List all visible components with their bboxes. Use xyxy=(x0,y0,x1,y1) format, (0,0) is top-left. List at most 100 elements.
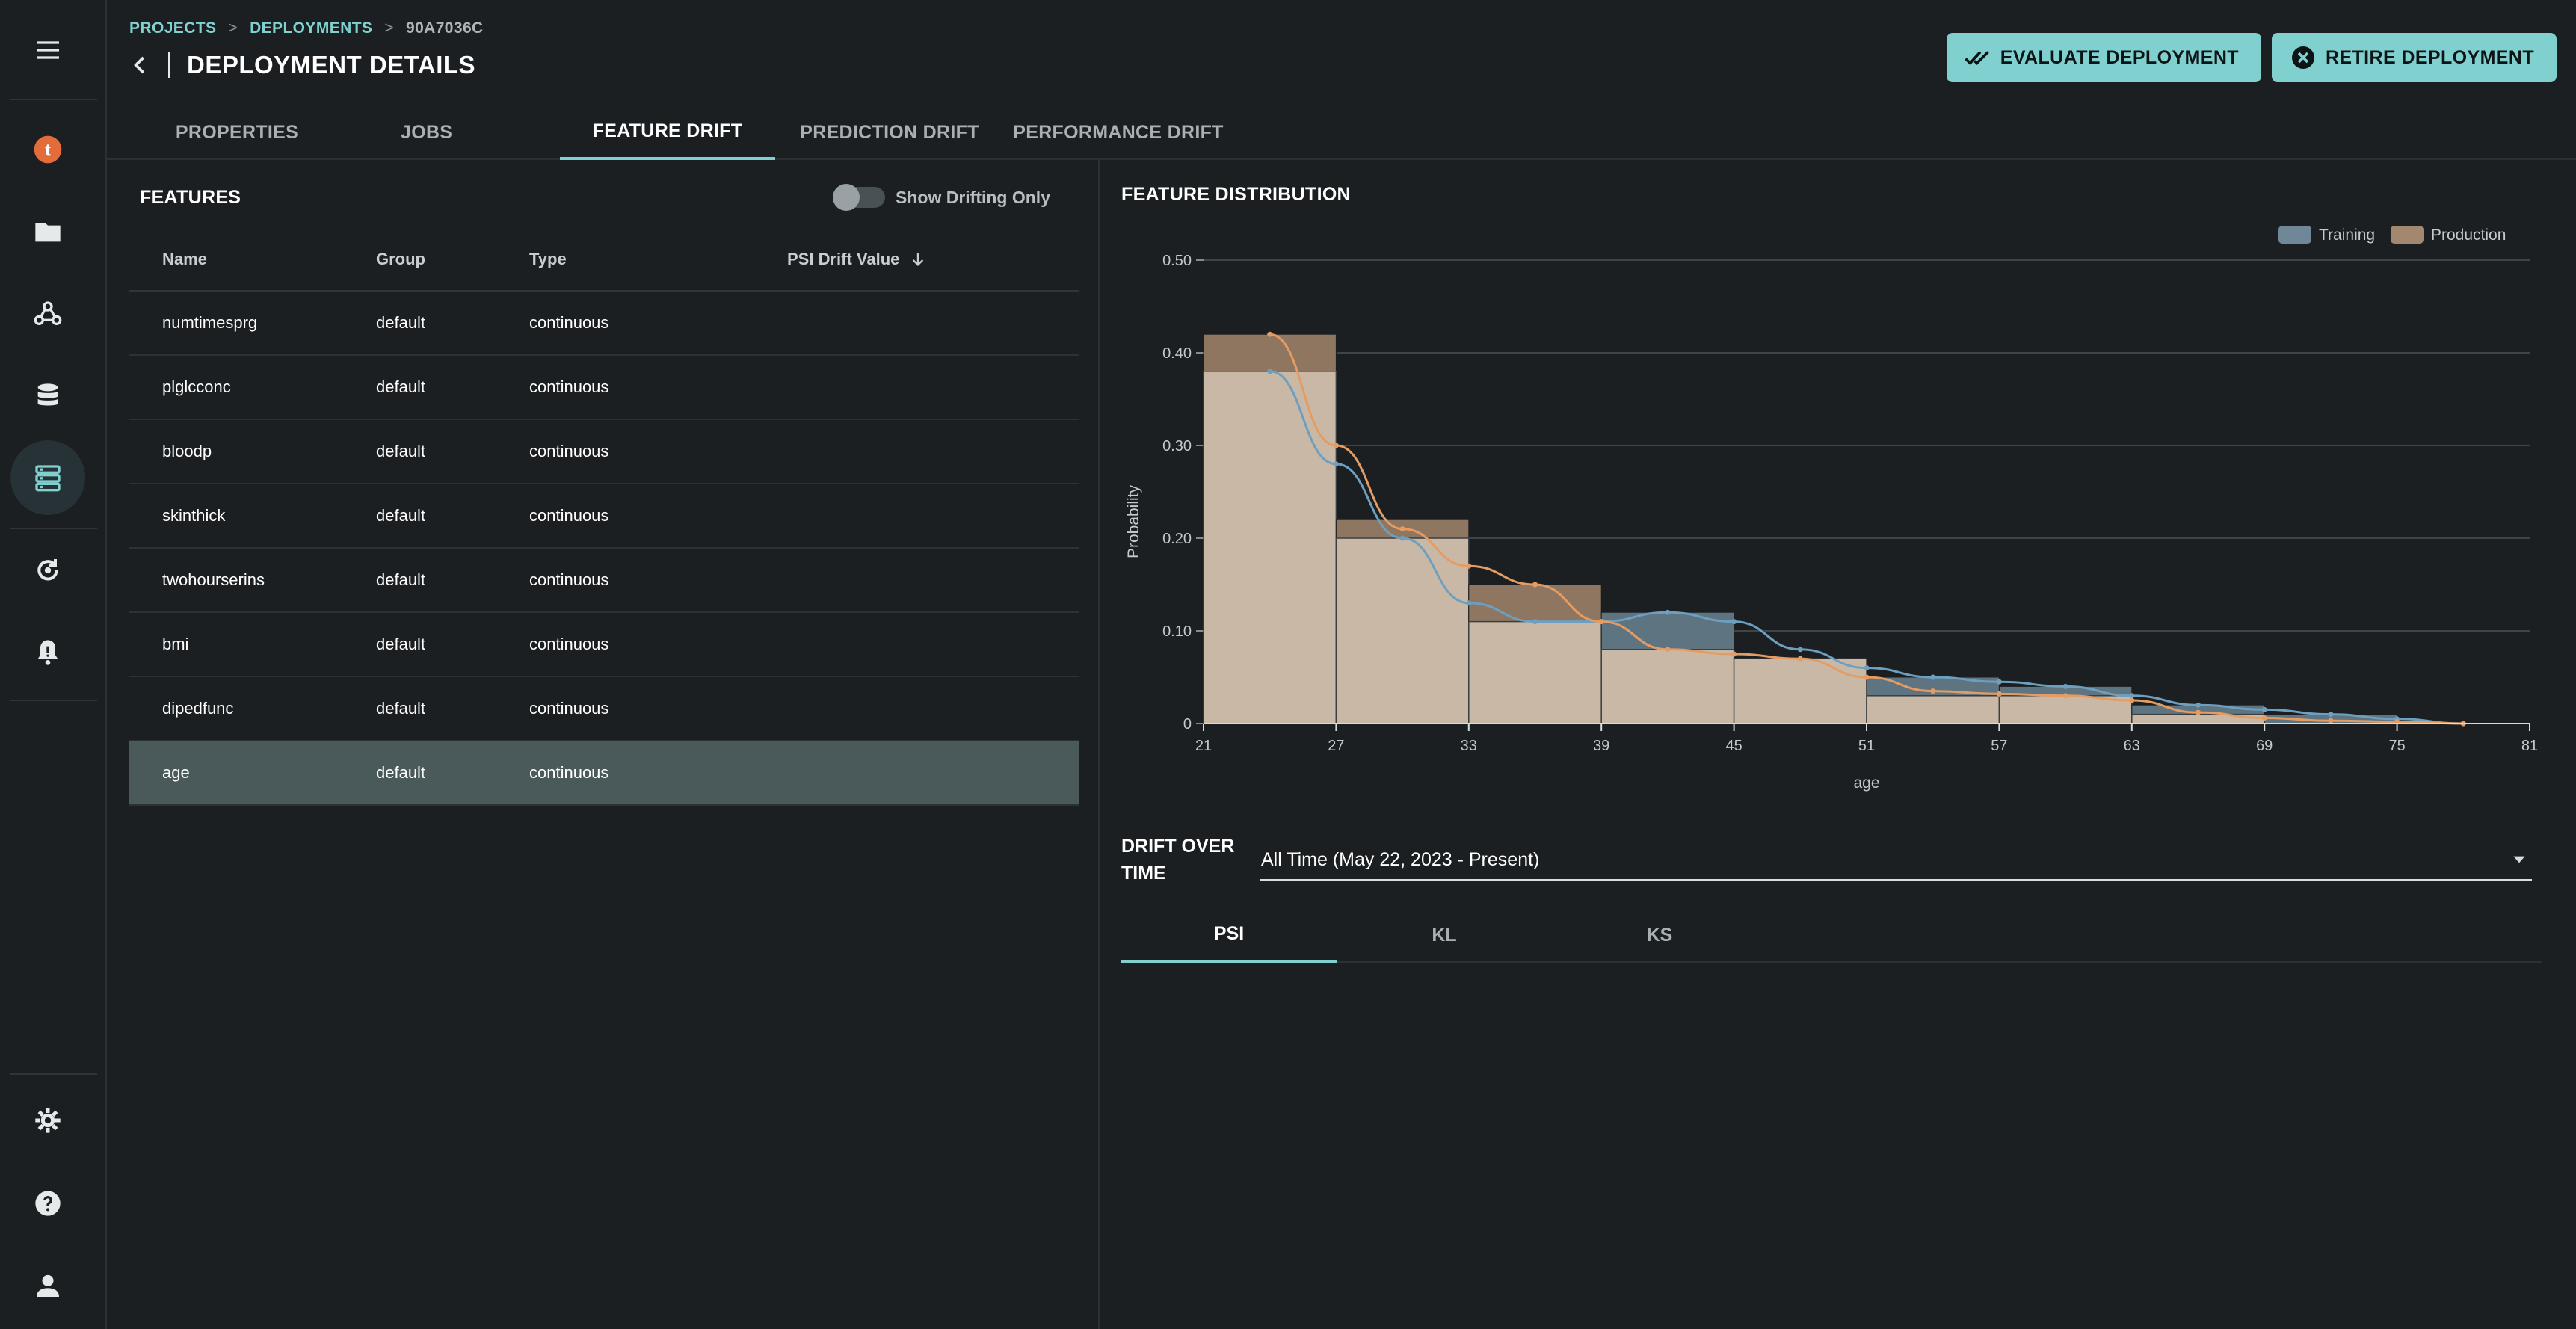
training-density-point xyxy=(1996,679,2002,685)
production-bar xyxy=(1203,333,1337,372)
table-row[interactable]: dipedfunc default continuous xyxy=(129,677,1079,741)
toggle-knob[interactable] xyxy=(833,184,860,211)
cell-type: continuous xyxy=(529,442,609,460)
x-tick-label: 27 xyxy=(1328,738,1344,754)
column-header-type[interactable]: Type xyxy=(529,250,567,268)
production-density-point xyxy=(1267,331,1273,337)
psi-header-label: PSI Drift Value xyxy=(787,250,900,268)
table-row[interactable]: skinthick default continuous xyxy=(129,484,1079,549)
close-circle-icon xyxy=(2291,46,2314,69)
y-tick-label: 0.50 xyxy=(1162,253,1192,269)
retire-deployment-button[interactable]: RETIRE DEPLOYMENT xyxy=(2271,33,2557,82)
column-header-psi[interactable]: PSI Drift Value xyxy=(787,250,1079,269)
column-header-group[interactable]: Group xyxy=(376,250,425,268)
refresh-cycle-icon[interactable] xyxy=(20,543,76,598)
time-range-select[interactable]: All Time (May 22, 2023 - Present) xyxy=(1260,840,2532,881)
cell-type: continuous xyxy=(529,763,609,782)
cell-type: continuous xyxy=(529,699,609,718)
table-header: Name Group Type PSI Drift Value xyxy=(129,229,1079,292)
training-density-point xyxy=(1466,600,1472,606)
overlap-bar xyxy=(1600,649,1735,724)
cell-type: continuous xyxy=(529,506,609,525)
double-check-icon xyxy=(1964,51,1989,66)
tab-performance-drift[interactable]: PERFORMANCE DRIFT xyxy=(1013,121,1224,143)
header-actions: EVALUATE DEPLOYMENT RETIRE DEPLOYMENT xyxy=(1946,33,2557,82)
server-stack-icon[interactable] xyxy=(10,440,85,515)
production-density-point xyxy=(2328,718,2334,724)
user-icon[interactable] xyxy=(20,1258,76,1313)
evaluate-deployment-label: EVALUATE DEPLOYMENT xyxy=(2000,46,2239,68)
production-density-point xyxy=(1532,582,1538,588)
training-density-point xyxy=(1665,609,1671,615)
legend-label-training: Training xyxy=(2319,226,2375,244)
alert-bell-icon[interactable] xyxy=(20,625,76,680)
production-density-point xyxy=(1864,674,1870,680)
table-row[interactable]: bmi default continuous xyxy=(129,613,1079,677)
x-tick-label: 39 xyxy=(1593,738,1609,754)
training-density-point xyxy=(1267,369,1273,374)
breadcrumb-deployments[interactable]: DEPLOYMENTS xyxy=(250,19,373,37)
menu-icon[interactable] xyxy=(20,22,76,78)
table-row[interactable]: bloodp default continuous xyxy=(129,420,1079,484)
table-row[interactable]: twohourserins default continuous xyxy=(129,549,1079,613)
database-icon[interactable] xyxy=(20,369,76,424)
y-tick-label: 0.30 xyxy=(1162,438,1192,454)
back-arrow-icon[interactable] xyxy=(129,54,152,76)
column-header-name[interactable]: Name xyxy=(162,250,207,268)
help-icon[interactable] xyxy=(20,1176,76,1231)
cell-name: age xyxy=(162,763,190,782)
page-title-row: DEPLOYMENT DETAILS xyxy=(129,51,475,79)
page-title: DEPLOYMENT DETAILS xyxy=(187,51,476,78)
rail-divider xyxy=(10,528,97,529)
y-tick-label: 0.40 xyxy=(1162,345,1192,362)
gear-icon[interactable] xyxy=(20,1093,76,1148)
tab-prediction-drift[interactable]: PREDICTION DRIFT xyxy=(800,121,979,143)
training-density-point xyxy=(1731,619,1737,625)
cell-name: bmi xyxy=(162,635,189,653)
detail-tabs: PROPERTIES JOBS FEATURE DRIFT PREDICTION… xyxy=(129,105,1233,160)
production-density-point xyxy=(1930,688,1936,694)
cell-group: default xyxy=(376,442,426,460)
sort-arrow-down-icon[interactable] xyxy=(910,251,926,268)
x-tick-label: 57 xyxy=(1991,738,2007,754)
tenant-logo-letter: t xyxy=(45,140,51,159)
cell-group: default xyxy=(376,699,426,718)
tab-ks[interactable]: KS xyxy=(1646,924,1673,946)
folder-icon[interactable] xyxy=(20,204,76,259)
table-row[interactable]: plglcconc default continuous xyxy=(129,356,1079,420)
cell-name: numtimesprg xyxy=(162,313,258,332)
training-density-point xyxy=(2196,702,2201,708)
toggle-track[interactable] xyxy=(833,184,885,211)
features-table: Name Group Type PSI Drift Value numtimes… xyxy=(129,229,1079,806)
table-row[interactable]: numtimesprg default continuous xyxy=(129,292,1079,356)
chevron-down-icon[interactable] xyxy=(2509,850,2529,869)
breadcrumb-projects[interactable]: PROJECTS xyxy=(129,19,217,37)
features-panel: FEATURES Show Drifting Only Name Group T… xyxy=(107,160,1100,1329)
rail-divider xyxy=(10,700,97,701)
breadcrumb-separator: > xyxy=(384,19,394,37)
tab-properties[interactable]: PROPERTIES xyxy=(175,121,299,143)
evaluate-deployment-button[interactable]: EVALUATE DEPLOYMENT xyxy=(1946,33,2261,82)
tab-kl[interactable]: KL xyxy=(1432,924,1457,946)
cell-name: twohourserins xyxy=(162,570,265,589)
drift-metric-tabs: PSI KL KS xyxy=(1121,907,2542,963)
webhook-icon[interactable] xyxy=(20,286,76,342)
production-density-point xyxy=(1466,563,1472,569)
cell-name: plglcconc xyxy=(162,377,231,396)
x-tick-label: 51 xyxy=(1858,738,1875,754)
cell-group: default xyxy=(376,763,426,782)
production-density-point xyxy=(2261,715,2267,721)
tab-psi[interactable]: PSI xyxy=(1121,907,1337,963)
training-density-point xyxy=(2129,693,2135,699)
tab-feature-drift[interactable]: FEATURE DRIFT xyxy=(560,105,775,160)
table-row-selected[interactable]: age default continuous xyxy=(129,741,1079,806)
overlap-bar xyxy=(1866,695,2000,724)
training-density-point xyxy=(1864,665,1870,671)
training-density-point xyxy=(1797,647,1803,653)
show-drifting-only-toggle[interactable]: Show Drifting Only xyxy=(833,184,1050,211)
features-title: FEATURES xyxy=(140,187,241,208)
tab-jobs[interactable]: JOBS xyxy=(401,121,453,143)
training-density-point xyxy=(2328,712,2334,718)
tenant-logo-icon[interactable]: t xyxy=(20,122,76,177)
overlap-bar xyxy=(1733,658,1867,724)
